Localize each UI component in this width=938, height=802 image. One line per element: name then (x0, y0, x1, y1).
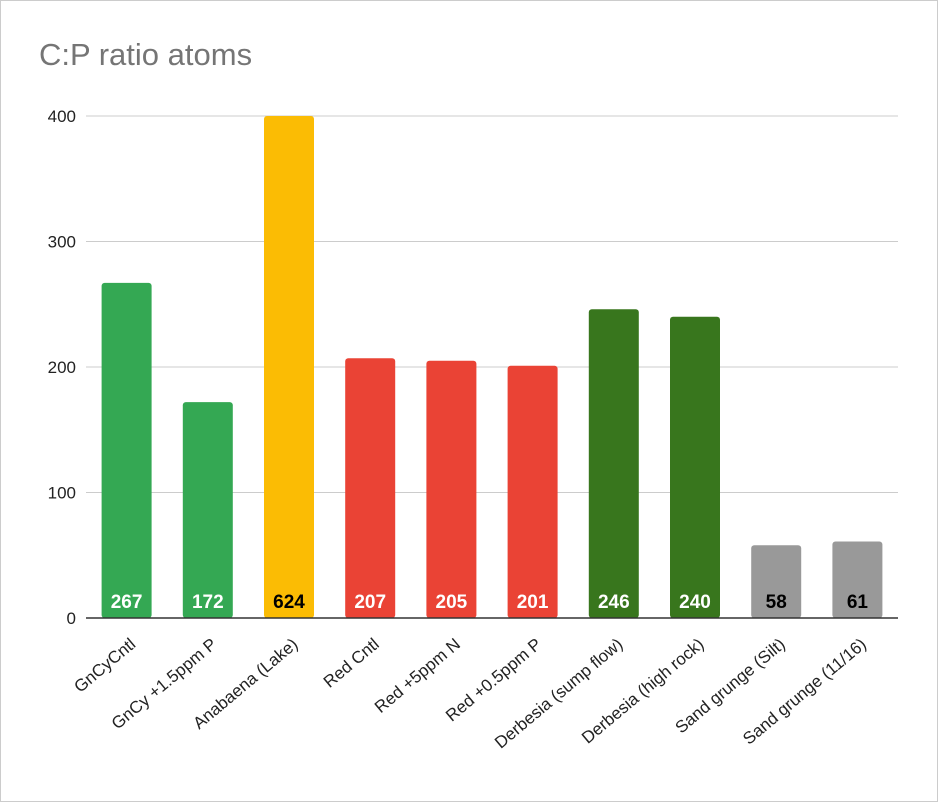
bar (670, 316, 720, 618)
bar (426, 360, 477, 618)
data-label: 201 (517, 592, 549, 613)
bars (101, 116, 883, 618)
x-tick-label: Red Cntl (320, 635, 383, 692)
data-label: 267 (111, 592, 143, 613)
bar (345, 358, 396, 618)
data-label: 205 (436, 592, 468, 613)
y-tick-label: 0 (67, 609, 76, 628)
x-tick-label: GnCyCntl (71, 635, 140, 697)
y-tick-label: 100 (48, 484, 76, 503)
data-label: 207 (354, 592, 386, 613)
bar (588, 309, 639, 618)
data-label: 240 (679, 592, 711, 613)
data-label: 61 (847, 592, 869, 613)
y-tick-label: 200 (48, 358, 76, 377)
data-label: 58 (766, 592, 787, 613)
bar (101, 282, 152, 618)
data-label: 624 (273, 592, 305, 613)
chart-title: C:P ratio atoms (39, 37, 253, 72)
y-tick-label: 300 (48, 233, 76, 252)
bar (832, 541, 883, 618)
bar (182, 402, 233, 618)
y-tick-labels: 0 100 200 300 400 (48, 107, 76, 628)
data-label: 172 (192, 592, 224, 613)
bar (507, 365, 558, 618)
data-label: 246 (598, 592, 630, 613)
bar (264, 116, 314, 618)
bar (751, 545, 802, 618)
y-tick-label: 400 (48, 107, 76, 126)
data-labels: 267 172 624 207 205 201 246 240 58 61 (111, 592, 869, 613)
